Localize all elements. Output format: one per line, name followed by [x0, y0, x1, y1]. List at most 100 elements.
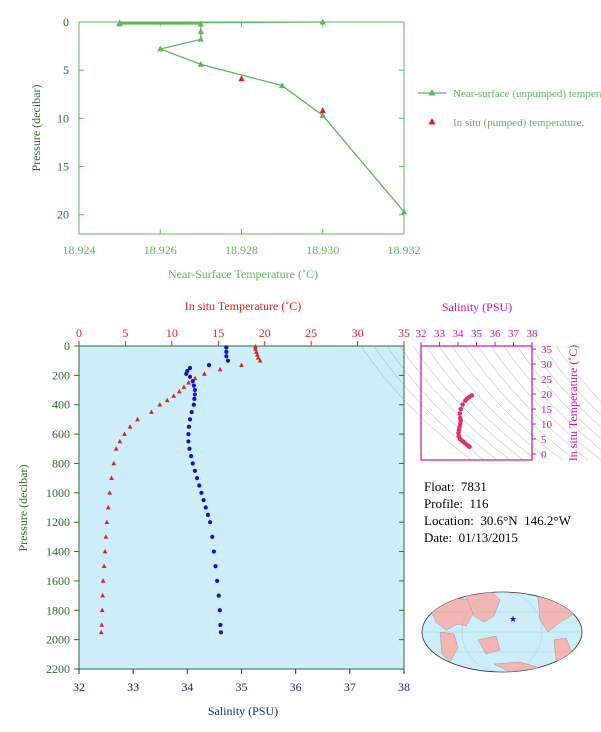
salinity-point — [199, 490, 204, 495]
density-contour — [516, 345, 601, 440]
unpumped-point — [197, 28, 205, 35]
salinity-point — [192, 392, 198, 397]
density-contour — [529, 345, 601, 428]
temperature-point — [239, 362, 244, 367]
temperature-point — [104, 519, 110, 525]
temperature-point — [113, 446, 119, 451]
density-contour — [555, 345, 601, 403]
ts-temperature-tick-label: 0 — [541, 449, 547, 461]
salinity-tick-label: 37 — [344, 680, 356, 694]
world-map: ★ — [421, 591, 583, 673]
salinity-point — [190, 379, 195, 384]
density-contour — [425, 345, 537, 461]
unpumped-point — [157, 45, 164, 52]
temperature-point — [122, 431, 127, 436]
salinity-point — [186, 439, 191, 444]
ts-salinity-tick-label: 36 — [490, 328, 502, 340]
salinity-tick-label: 38 — [398, 680, 410, 694]
pumped-point — [238, 75, 245, 82]
temperature-point — [253, 346, 258, 351]
pressure-tick-label: 2000 — [46, 633, 70, 647]
salinity-point — [186, 424, 192, 429]
density-contour — [490, 345, 601, 461]
legend-pumped-marker — [428, 118, 436, 125]
ts-salinity-tick-label: 38 — [527, 328, 539, 340]
pressure-tick-label: 2200 — [46, 662, 70, 676]
salinity-point — [203, 505, 208, 510]
ts-temperature-tick-label: 10 — [541, 419, 553, 431]
salinity-point — [206, 362, 212, 368]
temp-tick-label: 0 — [76, 326, 82, 340]
temperature-point — [192, 375, 198, 381]
top-x-tick-label: 18.928 — [225, 243, 258, 257]
temperature-point — [257, 358, 263, 363]
ts-temperature-tick-label: 25 — [541, 374, 553, 386]
salinity-point — [224, 345, 229, 350]
temperature-point — [100, 592, 106, 598]
location-label: Location: 30.6°N 146.2°W — [424, 513, 571, 528]
unpumped-point — [197, 20, 205, 27]
top-x-axis-label: Near-Surface Temperature (˚C) — [168, 267, 318, 281]
ts-temperature-tick-label: 5 — [541, 434, 547, 446]
temperature-point — [176, 388, 182, 394]
temp-tick-label: 15 — [212, 326, 224, 340]
temperature-point — [107, 490, 112, 495]
temperature-point — [111, 460, 117, 466]
temperature-point — [102, 548, 108, 554]
salinity-point — [187, 365, 193, 371]
temperature-point — [181, 384, 187, 389]
density-contour — [451, 345, 563, 461]
temperature-point — [186, 380, 191, 385]
pressure-ticks: 0 200 400 600 800 1000 1200 1400 1600 1800 2000 220… — [46, 339, 404, 676]
top-y-tick-label: 0 — [63, 15, 69, 29]
ts-salinity-tick-label: 35 — [471, 328, 483, 340]
ts-points — [456, 393, 475, 450]
ts-temperature-tick-label: 20 — [541, 389, 553, 401]
salinity-point — [205, 512, 211, 517]
salinity-point — [186, 431, 191, 437]
salinity-point — [197, 483, 202, 488]
top-x-tick-label: 18.924 — [63, 243, 96, 257]
temperature-axis-label: In situ Temperature (˚C) — [185, 299, 302, 313]
top-plot-frame — [78, 21, 405, 235]
density-contour — [477, 345, 589, 461]
pressure-tick-label: 1000 — [46, 486, 70, 500]
temperature-point — [105, 504, 111, 510]
ts-plot-frame — [420, 345, 533, 461]
salinity-point — [217, 608, 222, 613]
date-label: Date: 01/13/2015 — [424, 530, 518, 545]
top-legend: Near-surface (unpumped) temperature. In … — [418, 88, 601, 129]
pressure-tick-label: 1800 — [46, 603, 70, 617]
salinity-profile — [184, 345, 231, 635]
top-y-ticks: 0 5 10 15 20 — [57, 15, 404, 222]
salinity-point — [187, 446, 192, 451]
temperature-point — [99, 622, 105, 627]
salinity-tick-label: 33 — [127, 680, 139, 694]
temperature-point — [109, 475, 114, 480]
unpumped-point — [319, 18, 326, 25]
salinity-point — [187, 417, 193, 422]
salinity-point — [216, 593, 221, 598]
profile-chart: 0 5 10 15 20 25 30 35 32 33 34 35 36 37 38 0 200 400 600… — [16, 299, 410, 718]
salinity-point — [189, 454, 194, 459]
legend-unpumped-marker — [428, 89, 436, 96]
pressure-tick-label: 600 — [52, 427, 70, 441]
temp-tick-label: 35 — [398, 326, 410, 340]
temperature-point — [171, 393, 177, 398]
map-graticule — [422, 592, 582, 672]
temperature-point — [103, 534, 109, 539]
ts-temperature-tick-label: 30 — [541, 359, 553, 371]
salinity-axis-label: Salinity (PSU) — [208, 704, 278, 718]
unpumped-point — [400, 208, 408, 215]
salinity-point — [194, 476, 200, 481]
ts-salinity-tick-label: 34 — [453, 328, 465, 340]
density-contour — [464, 345, 576, 461]
salinity-point — [192, 396, 197, 401]
density-contour — [360, 345, 472, 461]
pressure-axis-label: Pressure (decibar) — [16, 465, 30, 552]
near-surface-chart: 18.924 18.926 18.928 18.930 18.932 05101520 … — [29, 15, 601, 281]
map-land — [429, 592, 575, 672]
unpumped-point — [116, 20, 123, 27]
salinity-point — [207, 520, 213, 525]
temperature-point — [254, 349, 259, 354]
